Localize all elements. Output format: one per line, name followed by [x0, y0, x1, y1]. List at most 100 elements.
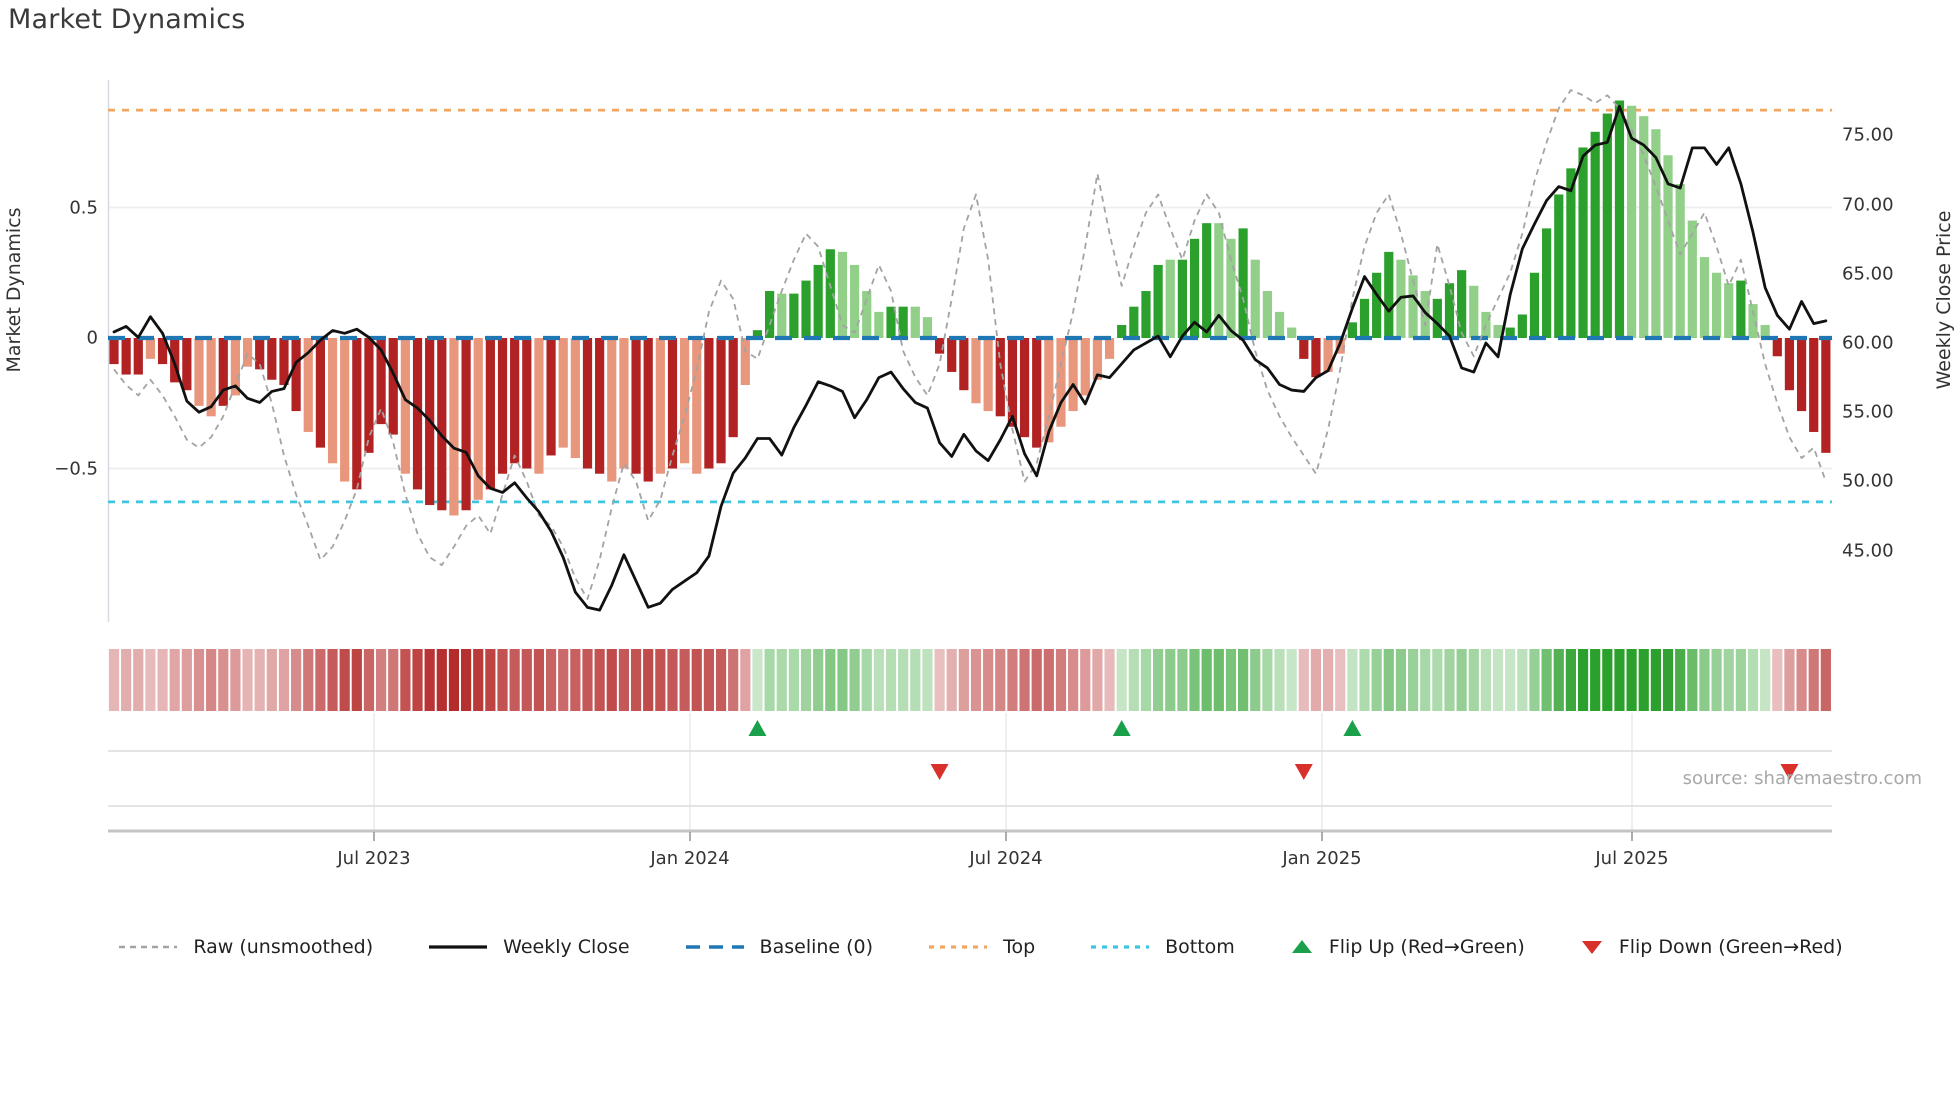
- oscillator-bar: [1214, 223, 1224, 338]
- heatmap-cell: [242, 649, 253, 711]
- heatmap-cell: [424, 649, 435, 711]
- heatmap-cell: [1541, 649, 1552, 711]
- heatmap-cell: [108, 649, 120, 711]
- heatmap-cell: [1432, 649, 1443, 711]
- oscillator-bar: [1614, 100, 1625, 339]
- flip-down-marker: [930, 764, 949, 780]
- heatmap-cell: [327, 649, 338, 711]
- oscillator-bar: [1699, 257, 1710, 338]
- oscillator-bar: [1529, 272, 1540, 338]
- heatmap-cell: [1225, 649, 1237, 711]
- heatmap-cell: [643, 649, 654, 711]
- oscillator-bar: [1287, 327, 1297, 338]
- heatmap-cell: [667, 649, 678, 711]
- heatmap-cell: [776, 649, 787, 711]
- heatmap-cell: [1796, 649, 1807, 711]
- oscillator-bar: [655, 338, 665, 474]
- oscillator-bar: [1202, 223, 1212, 338]
- legend-label: Bottom: [1165, 936, 1235, 958]
- heatmap-cell: [1177, 649, 1188, 711]
- heatmap-cell: [1614, 649, 1625, 711]
- solid-line-swatch-icon: [429, 945, 488, 949]
- legend-item: Baseline (0): [684, 936, 874, 958]
- oscillator-bar: [862, 291, 872, 338]
- oscillator-bar: [522, 338, 532, 469]
- heatmap-cell: [218, 649, 229, 711]
- oscillator-bar: [728, 338, 738, 438]
- heatmap-cell: [1480, 649, 1492, 711]
- heatmap-cell: [1031, 649, 1042, 711]
- oscillator-bar: [510, 338, 520, 464]
- heatmap-cell: [1662, 649, 1674, 711]
- oscillator-bar: [230, 338, 241, 396]
- oscillator-bar: [825, 249, 835, 338]
- heatmap-cell: [1492, 649, 1504, 711]
- heatmap-cell: [145, 649, 156, 711]
- heatmap-cell: [946, 649, 957, 711]
- heatmap-cell: [363, 649, 375, 711]
- legend-item: Bottom: [1089, 936, 1235, 958]
- oscillator-bar: [607, 338, 617, 482]
- heatmap-cell: [169, 649, 180, 711]
- oscillator-bar: [1444, 283, 1455, 338]
- heatmap-cell: [970, 649, 982, 711]
- legend-label: Baseline (0): [759, 936, 874, 958]
- oscillator-bar: [303, 338, 313, 432]
- raw-line: [113, 89, 1827, 600]
- legend-item: Flip Down (Green→Red): [1579, 936, 1843, 958]
- oscillator-bar: [1044, 338, 1054, 443]
- heatmap-cell: [813, 649, 824, 711]
- heatmap-cell: [351, 649, 362, 711]
- oscillator-bar: [983, 338, 993, 412]
- oscillator-bar: [1724, 283, 1734, 338]
- oscillator-bar: [1554, 194, 1564, 338]
- oscillator-bar: [619, 338, 629, 469]
- oscillator-bar: [340, 338, 350, 482]
- oscillator-bar: [1736, 280, 1746, 338]
- oscillator-bar: [1566, 168, 1576, 338]
- dotted-line-swatch-icon: [1091, 945, 1150, 949]
- heatmap-cell: [861, 649, 872, 711]
- heatmap-cell: [1104, 649, 1115, 711]
- oscillator-bar: [376, 338, 386, 425]
- right-axis-tick: 50.00: [1842, 470, 1894, 492]
- oscillator-bar: [995, 338, 1005, 417]
- heatmap-cell: [1675, 649, 1686, 711]
- source-credit: source: sharemaestro.com: [1682, 768, 1922, 789]
- right-axis-tick: 55.00: [1842, 401, 1894, 423]
- heatmap-cell: [1128, 649, 1139, 711]
- heatmap-cell: [570, 649, 581, 711]
- heatmap-cell: [1019, 649, 1030, 711]
- heatmap-cell: [1359, 649, 1370, 711]
- oscillator-bar: [558, 338, 568, 448]
- heatmap-cell: [230, 649, 241, 711]
- oscillator-bar: [595, 338, 605, 474]
- heatmap-cell: [1007, 649, 1018, 711]
- heatmap-cell: [1286, 649, 1297, 711]
- oscillator-bar: [1493, 324, 1503, 338]
- left-axis-title: Market Dynamics: [3, 207, 25, 373]
- heatmap-cell: [1371, 649, 1382, 711]
- page-title: Market Dynamics: [8, 4, 246, 35]
- heatmap-cell: [1517, 649, 1528, 711]
- oscillator-bar: [740, 338, 750, 385]
- oscillator-bar: [1469, 285, 1479, 338]
- oscillator-bar: [1821, 338, 1831, 453]
- oscillator-bar: [692, 338, 702, 474]
- heatmap-cell: [1310, 649, 1322, 711]
- legend-label: Flip Up (Red→Green): [1328, 936, 1525, 958]
- oscillator-bar: [1117, 324, 1127, 338]
- right-axis-tick: 60.00: [1842, 332, 1894, 354]
- heatmap-cell: [1347, 649, 1358, 711]
- heatmap-cell: [873, 649, 884, 711]
- flip-down-marker: [1780, 764, 1799, 780]
- oscillator-bar: [1359, 298, 1370, 338]
- left-axis-tick: 0.5: [69, 197, 98, 218]
- oscillator-bar: [1687, 220, 1697, 338]
- oscillator-bar: [1663, 155, 1673, 338]
- oscillator-bar: [109, 338, 119, 365]
- flip-down-icon: [1581, 941, 1602, 954]
- heatmap-cell: [1687, 649, 1698, 711]
- oscillator-bar: [1796, 338, 1807, 412]
